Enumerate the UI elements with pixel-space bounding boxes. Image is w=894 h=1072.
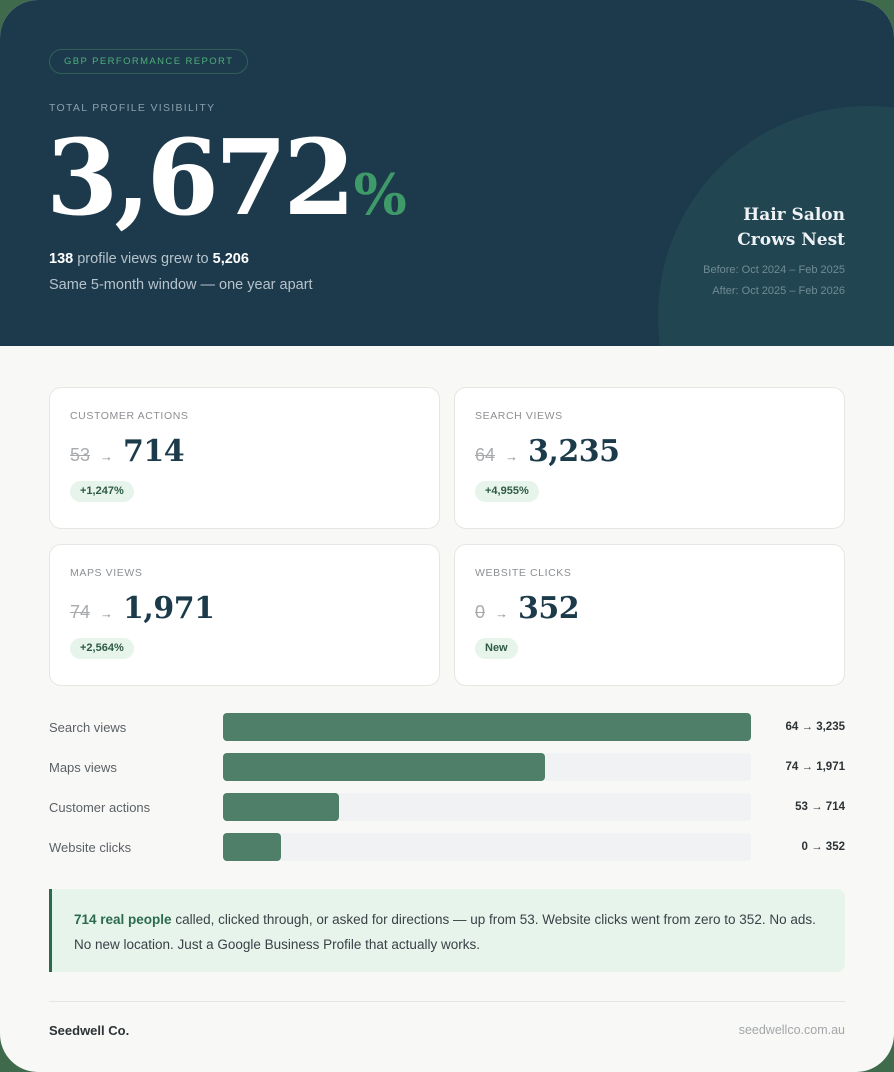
period-after: After: Oct 2025 – Feb 2026 [712,285,845,297]
card-values: 53 → 714 [70,434,419,472]
bar-fill [223,833,282,861]
card-maps-views: MAPS VIEWS 74 → 1,971 +2,564% [49,544,440,686]
arrow-right-icon: → [505,449,519,464]
card-values: 74 → 1,971 [70,591,419,629]
card-values: 64 → 3,235 [475,434,824,472]
bar-fill [223,713,751,741]
bar-label: Maps views [49,759,117,775]
window-note: Same 5-month window — one year apart [49,277,313,293]
change-chip: +1,247% [70,481,134,502]
card-new-value: 3,235 [528,434,620,469]
views-before: 138 [49,251,74,267]
client-name-line2: Crows Nest [737,230,845,250]
views-middle: profile views grew to [73,251,213,267]
card-search-views: SEARCH VIEWS 64 → 3,235 +4,955% [454,387,845,529]
card-label: WEBSITE CLICKS [475,567,572,579]
bar-row-search-views: Search views 64 → 3,235 [49,713,845,741]
bar-track [223,753,751,781]
headline-percentage: 3,672% [46,118,407,255]
views-summary: 138 profile views grew to 5,206 [49,251,249,267]
bar-track [223,793,751,821]
card-website-clicks: WEBSITE CLICKS 0 → 352 New [454,544,845,686]
period-before: Before: Oct 2024 – Feb 2025 [703,264,845,276]
bar-fill [223,753,546,781]
change-chip: +4,955% [475,481,539,502]
period-dates: Before: Oct 2024 – Feb 2025 After: Oct 2… [703,260,845,302]
card-new-value: 714 [123,434,185,469]
hero-header: GBP PERFORMANCE REPORT TOTAL PROFILE VIS… [0,0,894,346]
callout-highlight: 714 real people [74,912,172,927]
card-customer-actions: CUSTOMER ACTIONS 53 → 714 +1,247% [49,387,440,529]
visibility-kicker: TOTAL PROFILE VISIBILITY [49,102,216,114]
bar-row-customer-actions: Customer actions 53 → 714 [49,793,845,821]
new-chip: New [475,638,518,659]
bar-value: 0 → 352 [801,841,845,853]
report-badge: GBP PERFORMANCE REPORT [49,49,249,74]
bar-label: Search views [49,719,127,735]
bar-value: 74 → 1,971 [785,761,845,773]
headline-value: 3,672 [46,116,356,239]
card-values: 0 → 352 [475,591,824,629]
bar-track [223,713,751,741]
metric-cards: CUSTOMER ACTIONS 53 → 714 +1,247% SEARCH… [49,387,845,686]
card-new-value: 1,971 [123,591,215,626]
client-name-line1: Hair Salon [743,205,845,225]
card-label: CUSTOMER ACTIONS [70,410,189,422]
card-old-value: 64 [475,445,496,465]
card-old-value: 0 [475,602,486,622]
bar-track [223,833,751,861]
footer-divider [49,1001,845,1002]
bar-value: 64 → 3,235 [785,721,845,733]
bar-row-maps-views: Maps views 74 → 1,971 [49,753,845,781]
card-new-value: 352 [518,591,580,626]
bar-value: 53 → 714 [795,801,845,813]
bar-label: Customer actions [49,799,151,815]
comparison-bar-chart: Search views 64 → 3,235 Maps views 74 → … [49,713,845,873]
arrow-right-icon: → [495,606,509,621]
views-after: 5,206 [212,251,249,267]
card-label: SEARCH VIEWS [475,410,563,422]
bar-fill [223,793,340,821]
brand-name: Seedwell Co. [49,1023,130,1038]
client-name: Hair Salon Crows Nest [737,203,845,253]
summary-callout: 714 real people called, clicked through,… [49,889,845,972]
arrow-right-icon: → [100,449,114,464]
headline-unit: % [353,162,407,228]
arrow-right-icon: → [100,606,114,621]
change-chip: +2,564% [70,638,134,659]
callout-text: called, clicked through, or asked for di… [74,912,816,952]
card-label: MAPS VIEWS [70,567,143,579]
card-old-value: 53 [70,445,91,465]
card-old-value: 74 [70,602,91,622]
bar-row-website-clicks: Website clicks 0 → 352 [49,833,845,861]
bar-label: Website clicks [49,839,132,855]
website-link[interactable]: seedwellco.com.au [738,1023,845,1037]
